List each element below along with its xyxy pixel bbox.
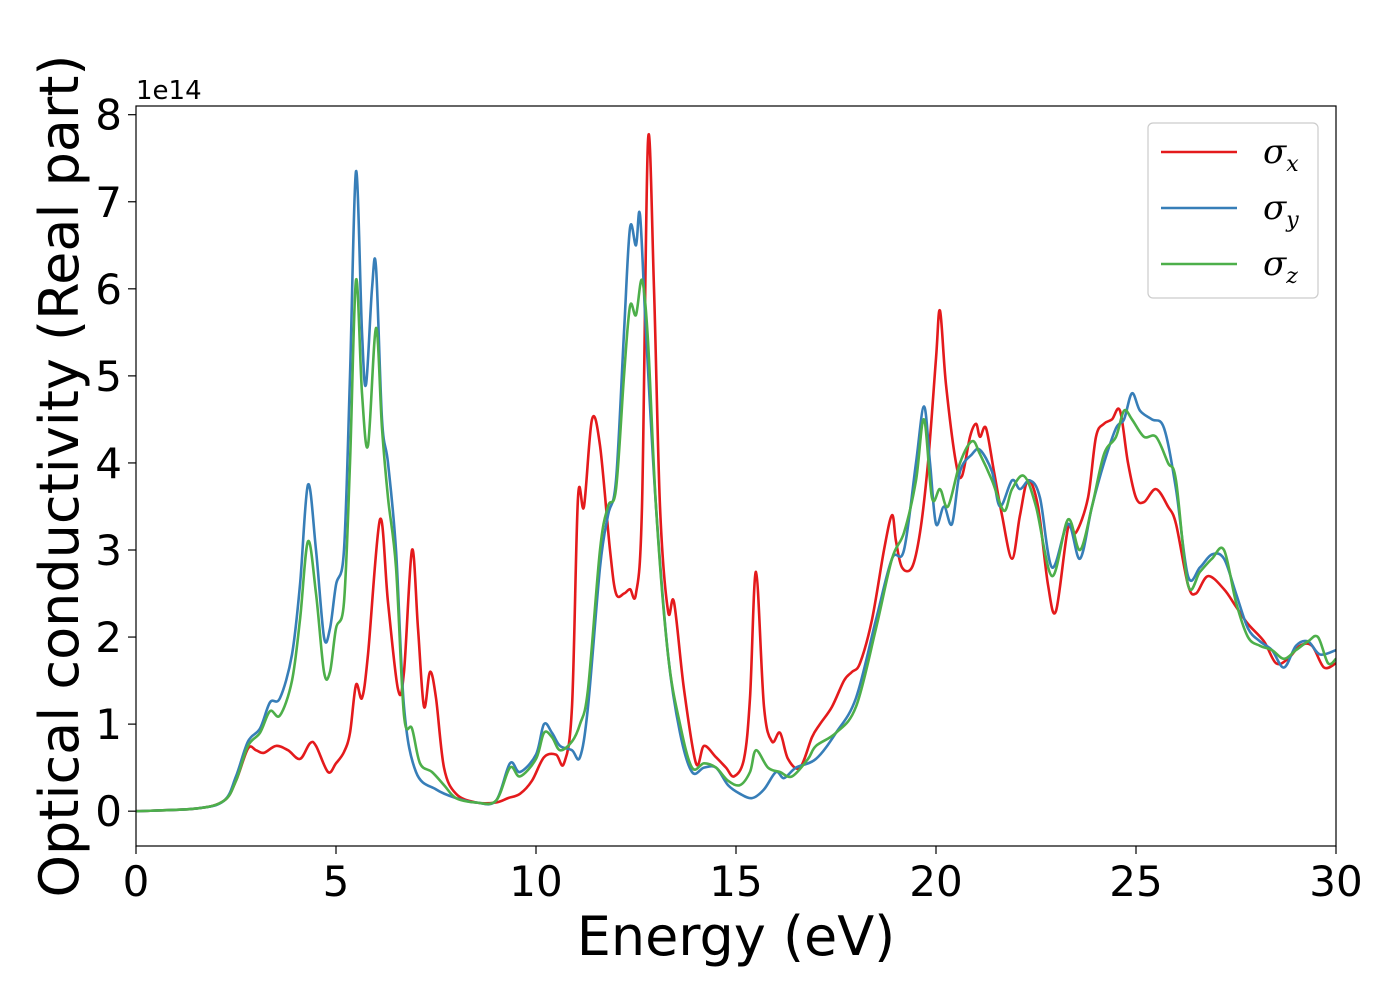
series-layer — [136, 132, 1336, 813]
y-tick-label: 7 — [95, 178, 122, 227]
series-line-y — [136, 169, 1336, 813]
series-line-z — [136, 278, 1336, 813]
x-tick-label: 30 — [1309, 857, 1362, 906]
series-line-x — [136, 132, 1336, 813]
y-axis-ticks: 0 1 2 3 4 5 6 7 8 — [95, 91, 136, 836]
x-tick-label: 25 — [1109, 857, 1162, 906]
x-tick-label: 5 — [323, 857, 350, 906]
legend: σx σy σz — [1147, 122, 1319, 299]
x-tick-label: 10 — [509, 857, 562, 906]
x-tick-label: 15 — [709, 857, 762, 906]
y-tick-label: 3 — [95, 526, 122, 575]
y-tick-label: 1 — [95, 700, 122, 749]
legend-label-z: σz — [1263, 244, 1298, 289]
legend-label-y: σy — [1263, 188, 1299, 233]
y-axis-offset-label: 1e14 — [136, 76, 202, 106]
x-tick-label: 20 — [909, 857, 962, 906]
y-tick-label: 8 — [95, 91, 122, 140]
legend-label-x: σx — [1263, 132, 1299, 177]
y-tick-label: 2 — [95, 613, 122, 662]
x-tick-label: 0 — [123, 857, 150, 906]
legend-box — [1147, 122, 1319, 299]
y-tick-label: 4 — [95, 439, 122, 488]
y-tick-label: 5 — [95, 352, 122, 401]
x-axis-label: Energy (eV) — [577, 905, 896, 968]
x-axis-ticks: 0 5 10 15 20 25 30 — [123, 846, 1363, 906]
y-tick-label: 6 — [95, 265, 122, 314]
y-tick-label: 0 — [95, 787, 122, 836]
y-axis-label: Optical conductivity (Real part) — [28, 55, 91, 898]
